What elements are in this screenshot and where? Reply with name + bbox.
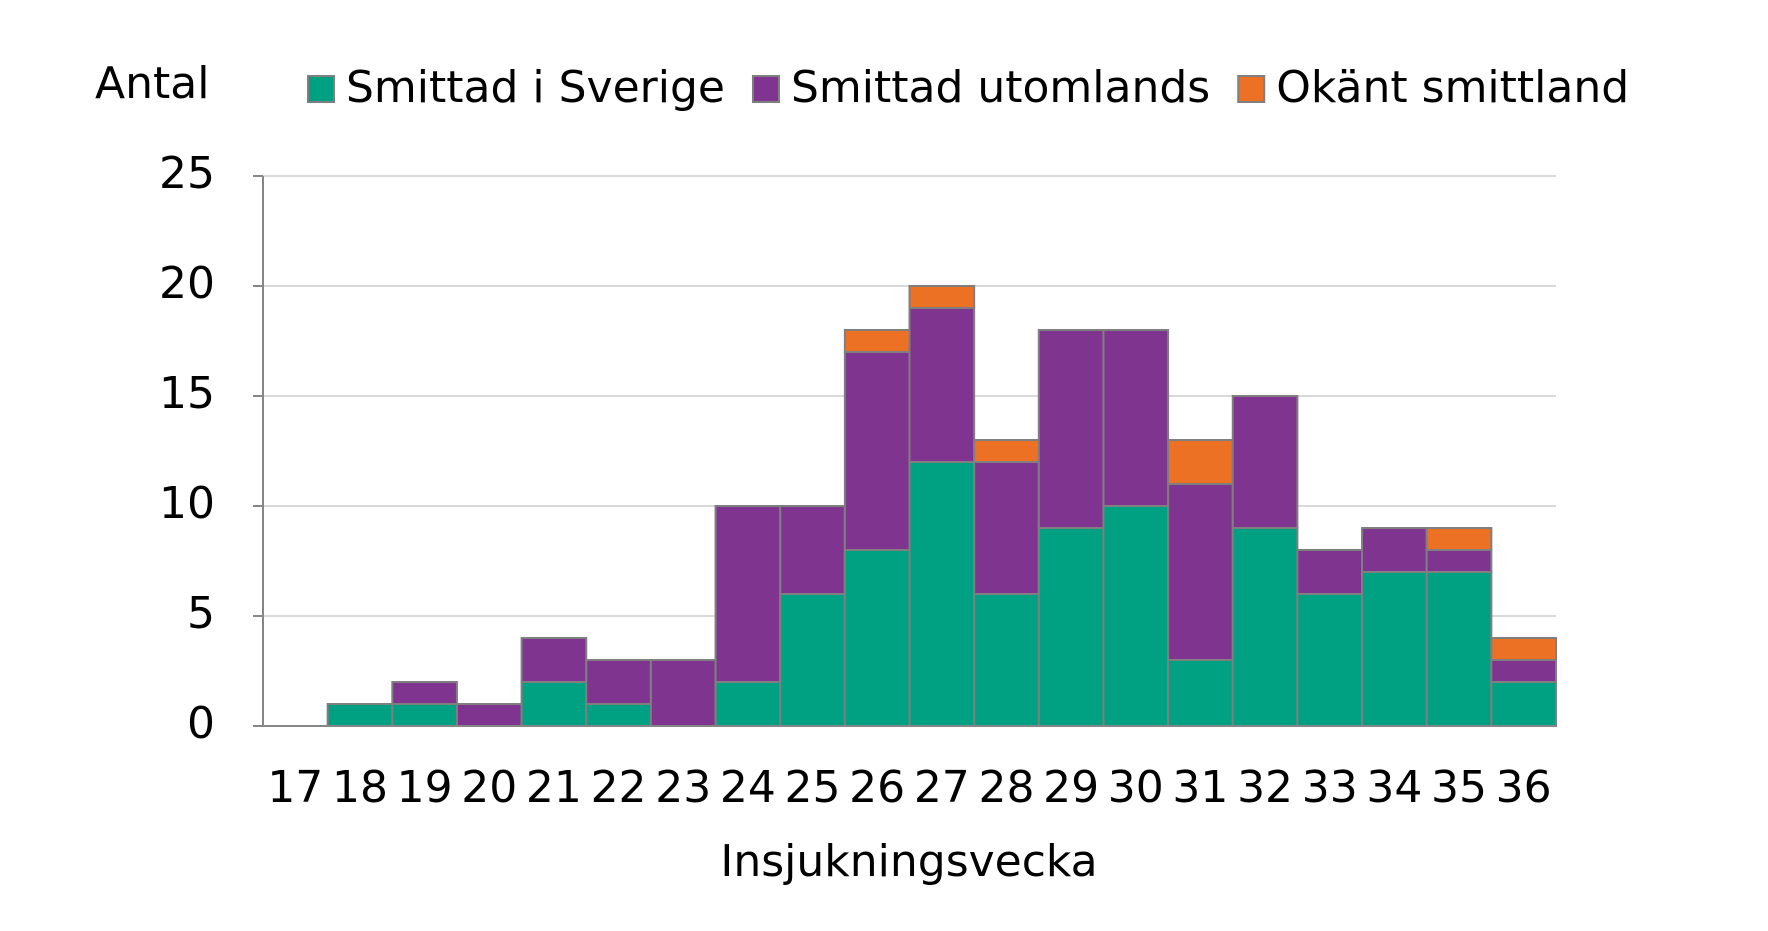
bar-segment: [1490, 637, 1557, 661]
y-tick-label: 10: [159, 478, 215, 529]
bar-segment: [1037, 527, 1105, 727]
x-tick-label: 29: [1043, 762, 1099, 813]
x-tick-label: 34: [1366, 762, 1422, 813]
bar-segment: [1425, 549, 1493, 573]
bar-segment: [1167, 439, 1234, 485]
bar-segment: [1102, 329, 1170, 507]
bar-segment: [908, 307, 976, 463]
bar-segment: [973, 439, 1040, 463]
y-tick-label: 15: [159, 368, 215, 419]
bar-segment: [1490, 659, 1557, 683]
bar-segment: [1361, 571, 1428, 727]
bar-segment: [714, 681, 782, 727]
legend-label: Okänt smittland: [1276, 62, 1629, 113]
bar-segment: [585, 659, 652, 705]
legend-label: Smittad i Sverige: [346, 62, 725, 113]
bar-segment: [1167, 483, 1234, 661]
bar-segment: [326, 703, 394, 727]
x-tick-label: 31: [1172, 762, 1228, 813]
bar-segment: [1037, 329, 1105, 529]
x-tick-label: 36: [1496, 762, 1552, 813]
bar-segment: [520, 637, 588, 683]
bar-segment: [714, 505, 782, 683]
bar-segment: [391, 703, 458, 727]
bar-segment: [455, 703, 523, 727]
x-tick-label: 24: [720, 762, 776, 813]
bar-segment: [1361, 527, 1428, 573]
legend-swatch: [751, 75, 780, 103]
bar-segment: [973, 461, 1040, 595]
x-tick-label: 21: [526, 762, 582, 813]
x-tick-label: 30: [1108, 762, 1164, 813]
y-tick-label: 0: [187, 698, 215, 749]
bar-segment: [585, 703, 652, 727]
x-tick-label: 33: [1302, 762, 1358, 813]
x-tick-label: 26: [849, 762, 905, 813]
bar-segment: [1231, 395, 1299, 529]
bar-segment: [908, 461, 976, 727]
x-tick-label: 18: [332, 762, 388, 813]
x-tick-label: 19: [397, 762, 453, 813]
x-tick-label: 32: [1237, 762, 1293, 813]
bar-segment: [1296, 549, 1364, 595]
bar-segment: [1296, 593, 1364, 727]
bar-segment: [1231, 527, 1299, 727]
y-tick-label: 25: [159, 148, 215, 199]
x-tick-label: 22: [591, 762, 647, 813]
bar-segment: [1425, 571, 1493, 727]
y-tick-label: 20: [159, 258, 215, 309]
x-tick-label: 35: [1431, 762, 1487, 813]
legend-label: Smittad utomlands: [791, 62, 1210, 113]
x-tick-label: 27: [914, 762, 970, 813]
x-tick-label: 20: [461, 762, 517, 813]
bar-segment: [391, 681, 458, 705]
x-tick-label: 25: [785, 762, 841, 813]
bar-segment: [779, 593, 846, 727]
bar-segment: [649, 659, 717, 727]
bar-segment: [843, 329, 911, 353]
bar-segment: [1167, 659, 1234, 727]
bar-segment: [908, 285, 976, 309]
legend-swatch: [1237, 75, 1266, 103]
x-tick-label: 17: [267, 762, 323, 813]
bar-segment: [520, 681, 588, 727]
legend-swatch: [307, 75, 335, 103]
bar-segment: [1490, 681, 1557, 727]
y-tick-label: 5: [187, 588, 215, 639]
y-axis-title: Antal: [95, 58, 209, 109]
bar-segment: [1425, 527, 1493, 551]
x-tick-label: 28: [978, 762, 1034, 813]
bar-segment: [779, 505, 846, 595]
bar-segment: [973, 593, 1040, 727]
bar-segment: [843, 549, 911, 727]
bar-segment: [843, 351, 911, 551]
x-axis-title: Insjukningsvecka: [720, 836, 1097, 887]
x-tick-label: 23: [655, 762, 711, 813]
bar-segment: [1102, 505, 1170, 727]
